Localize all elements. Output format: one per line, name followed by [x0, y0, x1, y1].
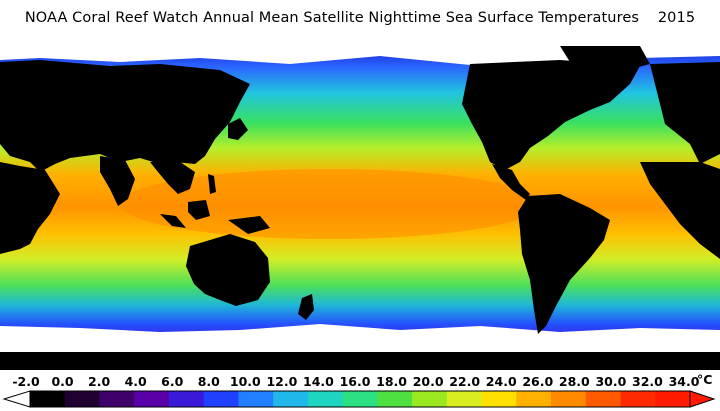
colorbar-swatch: [516, 391, 552, 407]
colorbar-tick-label: 6.0: [161, 374, 184, 389]
colorbar-swatch: [446, 391, 483, 407]
colorbar-unit: °C: [697, 372, 713, 387]
colorbar-tick-label: 12.0: [266, 374, 298, 389]
landmasses: [0, 46, 720, 370]
colorbar-swatch: [620, 391, 656, 407]
central-america: [492, 164, 530, 200]
colorbar-tick-label: 20.0: [412, 374, 444, 389]
colorbar-swatch: [99, 391, 135, 407]
colorbar-swatch: [64, 391, 101, 407]
australia: [186, 234, 270, 306]
japan: [228, 118, 248, 140]
colorbar-swatch: [412, 391, 448, 407]
africa-west: [640, 162, 720, 259]
colorbar-tick-labels: -2.0 0.0 2.0 4.0 6.0 8.0 10.0 12.0 14.0 16.0 18.0 2…: [0, 374, 720, 390]
colorbar-tick-label: 28.0: [558, 374, 590, 389]
colorbar-swatch: [134, 391, 170, 407]
colorbar-tick-label: 14.0: [303, 374, 334, 389]
colorbar-tick-label: 32.0: [632, 374, 663, 389]
greenland: [560, 46, 650, 72]
colorbar-min-arrow: [2, 390, 31, 408]
colorbar-tick-label: 26.0: [522, 374, 554, 389]
colorbar-tick-label: 18.0: [376, 374, 407, 389]
antarctica: [0, 352, 720, 370]
colorbar-tick-label: -2.0: [12, 374, 40, 389]
colorbar-swatch: [30, 391, 66, 407]
colorbar-border: [29, 390, 691, 408]
new-guinea: [228, 216, 270, 234]
colorbar-max-arrow: [689, 390, 716, 408]
colorbar-tick-label: 34.0: [668, 374, 700, 389]
colorbar-tick-label: 0.0: [51, 374, 74, 389]
colorbar-swatch: [307, 391, 344, 407]
europe-west: [650, 62, 720, 164]
colorbar-swatch: [551, 391, 587, 407]
colorbar-swatch: [342, 391, 378, 407]
colorbar-swatch: [203, 391, 240, 407]
colorbar-tick-label: 16.0: [339, 374, 371, 389]
india: [100, 156, 135, 206]
colorbar-tick-label: 8.0: [197, 374, 220, 389]
eurasia: [0, 60, 250, 172]
colorbar-tick-label: 2.0: [88, 374, 111, 389]
colorbar-swatch: [238, 391, 274, 407]
colorbar-tick-label: 10.0: [229, 374, 261, 389]
colorbar-tick-label: 4.0: [124, 374, 147, 389]
colorbar: [2, 390, 716, 408]
south-america: [518, 194, 610, 334]
colorbar-swatch: [377, 391, 413, 407]
north-america: [462, 60, 640, 170]
colorbar-swatch: [585, 391, 622, 407]
colorbar-swatch: [273, 391, 309, 407]
sumatra: [160, 214, 186, 228]
page-title: NOAA Coral Reef Watch Annual Mean Satell…: [24, 10, 696, 26]
colorbar-swatch: [168, 391, 205, 407]
new-zealand: [298, 294, 314, 320]
arctic-ice: [0, 44, 720, 66]
colorbar-tick-label: 22.0: [449, 374, 481, 389]
philippines: [208, 174, 216, 194]
colorbar-tick-label: 24.0: [485, 374, 517, 389]
colorbar-swatch: [481, 391, 517, 407]
africa-east: [0, 162, 60, 254]
colorbar-swatch: [655, 391, 691, 407]
sst-world-map: [0, 44, 720, 370]
indochina: [150, 162, 195, 194]
colorbar-tick-label: 30.0: [595, 374, 627, 389]
borneo: [188, 200, 210, 220]
warm-pool: [120, 169, 540, 239]
